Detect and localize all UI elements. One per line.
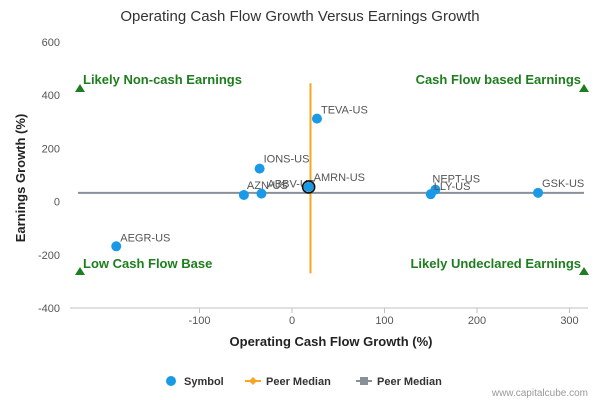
y-tick-label: 600 — [42, 37, 60, 49]
point-label: GSK-US — [542, 178, 584, 190]
quadrant-marker-icon — [75, 84, 85, 92]
quadrant-label-bottom-left: Low Cash Flow Base — [83, 256, 212, 271]
x-axis-ticks: -100 0 100 200 300 — [188, 308, 579, 327]
legend-label: Peer Median — [377, 376, 442, 388]
y-tick-label: -400 — [38, 303, 60, 315]
quadrant-label-top-right: Cash Flow based Earnings — [416, 72, 581, 87]
highlight-ring — [301, 180, 316, 194]
x-tick-label: 0 — [289, 315, 295, 327]
y-tick-label: 400 — [42, 90, 60, 102]
legend-item-symbol[interactable]: Symbol — [166, 376, 224, 388]
quadrant-marker-icon — [579, 84, 589, 92]
legend-square-icon — [360, 377, 368, 385]
quadrant-marker-icon — [75, 267, 85, 275]
y-tick-label: 0 — [54, 197, 60, 209]
data-point-aegr-us[interactable]: AEGR-US — [111, 232, 170, 252]
point-marker — [256, 188, 267, 199]
point-label: AZN-US — [247, 180, 288, 192]
data-point-azn-us[interactable]: AZN-US — [238, 180, 288, 200]
credit-text[interactable]: www.capitalcube.com — [491, 388, 588, 399]
point-marker — [533, 187, 544, 198]
point-label: TEVA-US — [321, 105, 368, 117]
point-label: AEGR-US — [120, 232, 170, 244]
point-label: IONS-US — [264, 154, 310, 166]
y-axis-title: Earnings Growth (%) — [13, 114, 28, 243]
quadrant-label-bottom-right: Likely Undeclared Earnings — [410, 256, 581, 271]
point-marker — [425, 189, 436, 200]
data-point-teva-us[interactable]: TEVA-US — [311, 105, 368, 124]
legend-label: Peer Median — [266, 376, 331, 388]
data-point-gsk-us[interactable]: GSK-US — [533, 178, 584, 198]
y-axis-ticks: -400 -200 0 200 400 600 — [38, 37, 60, 315]
point-label: AMRN-US — [314, 172, 365, 184]
legend-diamond-icon — [249, 377, 257, 385]
x-tick-label: 300 — [560, 315, 578, 327]
x-axis-title: Operating Cash Flow Growth (%) — [230, 334, 433, 349]
x-tick-label: -100 — [188, 315, 210, 327]
point-label: LLY-US — [434, 181, 471, 193]
y-tick-label: -200 — [38, 250, 60, 262]
legend-symbol-icon — [166, 376, 176, 386]
quadrant-labels: Likely Non-cash Earnings Cash Flow based… — [75, 72, 589, 275]
data-point-ions-us[interactable]: IONS-US — [254, 154, 310, 174]
legend-item-peer-median-vertical[interactable]: Peer Median — [245, 376, 331, 388]
data-point-lly-us[interactable]: LLY-US — [425, 181, 471, 200]
point-marker — [238, 189, 249, 200]
x-tick-label: 200 — [468, 315, 486, 327]
chart-title: Operating Cash Flow Growth Versus Earnin… — [120, 8, 479, 25]
legend-item-peer-median-horizontal[interactable]: Peer Median — [356, 376, 442, 388]
point-marker — [111, 241, 122, 252]
point-marker — [254, 163, 265, 174]
legend[interactable]: Symbol Peer Median Peer Median — [166, 376, 442, 388]
y-tick-label: 200 — [42, 143, 60, 155]
legend-label: Symbol — [184, 376, 224, 388]
data-point-amrn-us[interactable]: AMRN-US — [301, 172, 365, 194]
point-marker — [303, 181, 314, 192]
point-label: NEPT-US — [432, 174, 480, 186]
quadrant-marker-icon — [579, 267, 589, 275]
point-marker — [311, 113, 322, 124]
quadrant-label-top-left: Likely Non-cash Earnings — [83, 72, 242, 87]
x-tick-label: 100 — [375, 315, 393, 327]
